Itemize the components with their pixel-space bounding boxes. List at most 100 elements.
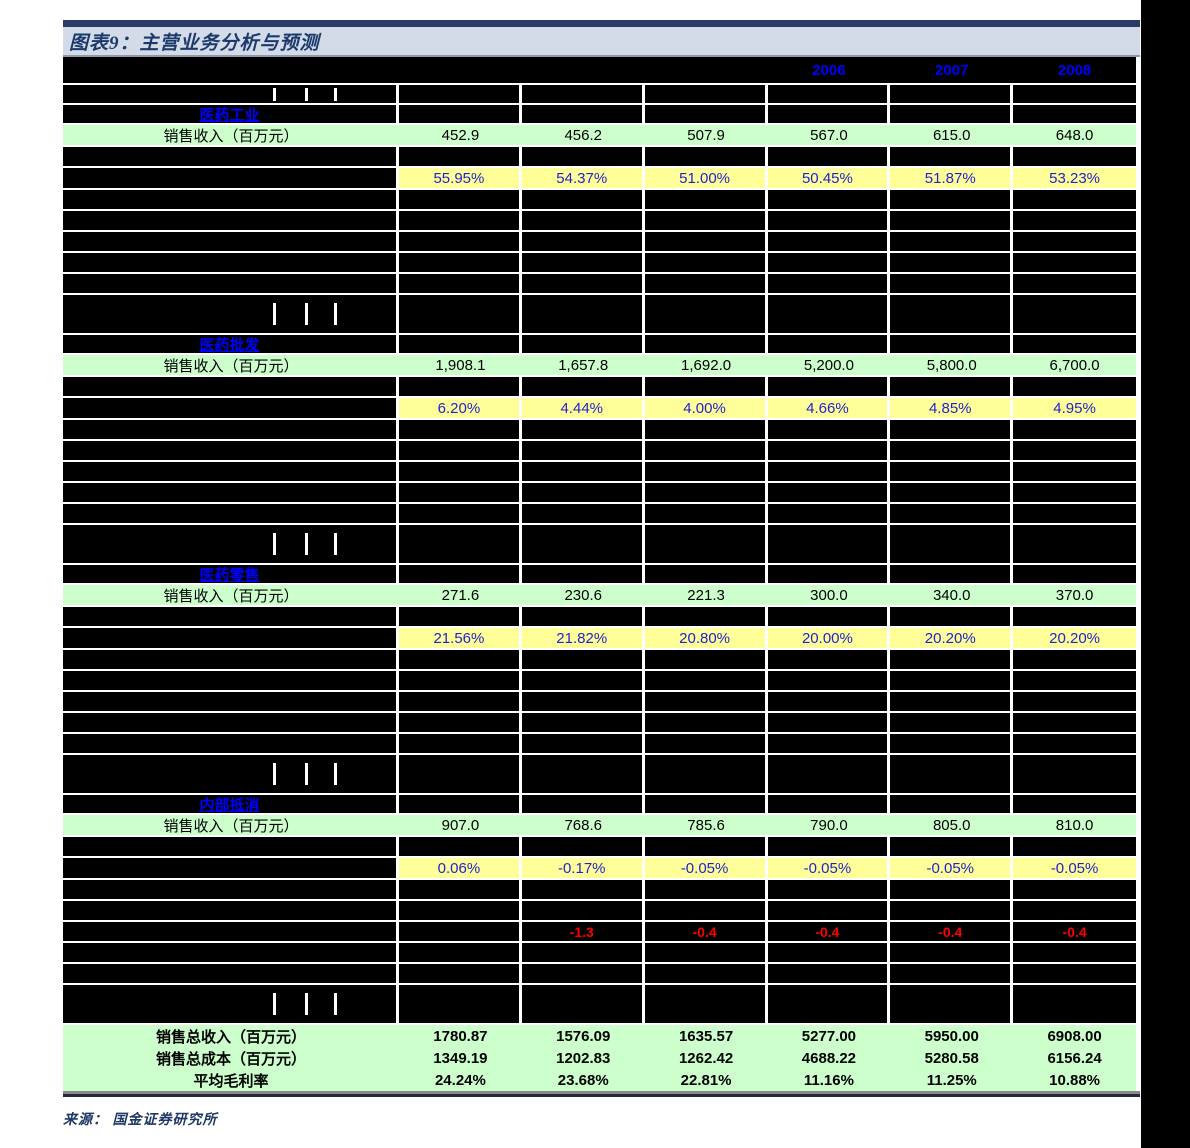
hidden-data-cell (399, 692, 522, 711)
hidden-data-cell (890, 795, 1014, 813)
sumtext: 5277.00 (801, 1027, 857, 1045)
hidden-data-cell (767, 671, 891, 690)
percent-cell: 21.82% (521, 628, 645, 648)
hidden-label-cell (63, 462, 399, 481)
sumtext: 1262.42 (678, 1049, 734, 1067)
summary-value-cell: 1780.87 (399, 1025, 522, 1047)
hidden-label-cell (63, 211, 399, 230)
hidden-data-cell (767, 837, 891, 856)
hidden-data-cell (890, 671, 1014, 690)
hidden-data-cell (521, 734, 645, 753)
hidden-data-cell (399, 232, 522, 251)
hidden-data-cell (1013, 837, 1136, 856)
hidden-text-tick (273, 88, 276, 101)
section-separator-row (63, 755, 1136, 795)
percent-cell: 51.00% (644, 168, 768, 188)
hidden-data-cell (890, 295, 1014, 333)
value: 615.0 (932, 126, 971, 144)
hidden-data-cell (1013, 504, 1136, 523)
hidden-data-cell (1013, 335, 1136, 353)
revenue-value-cell: 340.0 (890, 585, 1014, 605)
hidden-label-cell (63, 253, 399, 272)
hidden-row (63, 943, 1136, 964)
hidden-label-cell (63, 85, 399, 103)
percent-cell: 55.95% (399, 168, 522, 188)
section-header-row: 医药零售 (63, 565, 1136, 585)
hidden-data-cell (1013, 671, 1136, 690)
hidden-data-cell (767, 650, 891, 669)
hidden-text-tick (305, 763, 308, 785)
hidden-data-cell (1013, 901, 1136, 920)
percent-row: 0.06% -0.17% -0.05% -0.05% -0.05% -0.05% (63, 858, 1136, 880)
sumtext: 6156.24 (1047, 1049, 1102, 1067)
hidden-data-cell (399, 755, 522, 793)
percent-cell: 21.56% (399, 628, 522, 648)
table-bottom-border-outer (63, 1091, 1140, 1094)
hidden-data-cell (399, 462, 522, 481)
labeltext: 销售收入（百万元） (163, 357, 299, 375)
hidden-data-cell (644, 253, 768, 272)
hidden-data-cell (767, 462, 891, 481)
percent-cell: 4.85% (890, 398, 1014, 418)
hidden-data-cell (521, 692, 645, 711)
hidden-data-cell (644, 525, 768, 563)
hidden-data-cell (1013, 232, 1136, 251)
hidden-data-cell (890, 190, 1014, 209)
summary-label-cell: 销售总成本（百万元） (63, 1047, 399, 1069)
hidden-data-cell (767, 607, 891, 626)
redval: -0.4 (938, 923, 963, 940)
hidden-data-cell (644, 462, 768, 481)
value: 230.6 (564, 586, 603, 604)
hidden-data-cell (890, 211, 1014, 230)
sumtext: 4688.22 (801, 1049, 857, 1067)
hidden-label-cell (63, 377, 399, 396)
pct: 20.00% (801, 629, 853, 647)
hidden-data-cell (767, 377, 891, 396)
hidden-data-cell (521, 335, 645, 353)
hidden-data-cell (1013, 147, 1136, 166)
hidden-data-cell (399, 713, 522, 732)
summary-row: 销售总成本（百万元） 1349.19 1202.83 1262.42 4688.22 52… (63, 1047, 1136, 1069)
hidden-label-cell (63, 504, 399, 523)
revenue-value-cell: 805.0 (890, 815, 1014, 835)
yeartext: 2008 (1057, 61, 1092, 79)
hidden-data-cell (890, 837, 1014, 856)
hidden-data-cell (1013, 692, 1136, 711)
hidden-label-cell (63, 713, 399, 732)
hidden-row (63, 650, 1136, 671)
sumtext: 5280.58 (924, 1049, 979, 1067)
revenue-value-cell: 6,700.0 (1013, 355, 1136, 375)
summary-row: 销售总收入（百万元） 1780.87 1576.09 1635.57 5277.00 59… (63, 1025, 1136, 1047)
hidden-data-cell (644, 295, 768, 333)
section-link[interactable]: 内部抵消 (199, 796, 260, 814)
hidden-data-cell (1013, 483, 1136, 502)
section-link[interactable]: 医药批发 (199, 336, 260, 354)
hidden-data-cell (644, 607, 768, 626)
summary-value-cell: 1576.09 (521, 1025, 645, 1047)
hidden-data-cell (767, 190, 891, 209)
hidden-label-cell (63, 483, 399, 502)
hidden-data-cell (399, 274, 522, 293)
hidden-data-cell (521, 671, 645, 690)
revenue-value-cell: 456.2 (521, 125, 645, 145)
hidden-data-cell (399, 650, 522, 669)
hidden-data-cell (1013, 441, 1136, 460)
hidden-data-cell (521, 377, 645, 396)
pct: -0.05% (803, 859, 852, 877)
hidden-text-tick (334, 88, 337, 101)
hidden-data-cell (399, 565, 522, 583)
percent-cell: 54.37% (521, 168, 645, 188)
hidden-data-cell (399, 295, 522, 333)
hidden-data-cell (521, 650, 645, 669)
hidden-data-cell (399, 964, 522, 983)
percent-cell: 4.44% (521, 398, 645, 418)
hidden-data-cell (521, 295, 645, 333)
source-note: 来源： 国金证券研究所 (63, 1113, 218, 1128)
hidden-data-cell (767, 85, 891, 103)
section-link[interactable]: 医药工业 (199, 106, 260, 124)
section-link[interactable]: 医药零售 (199, 566, 260, 584)
hidden-data-cell (521, 837, 645, 856)
hidden-data-cell (890, 483, 1014, 502)
hidden-data-cell (644, 650, 768, 669)
hidden-data-cell (521, 232, 645, 251)
